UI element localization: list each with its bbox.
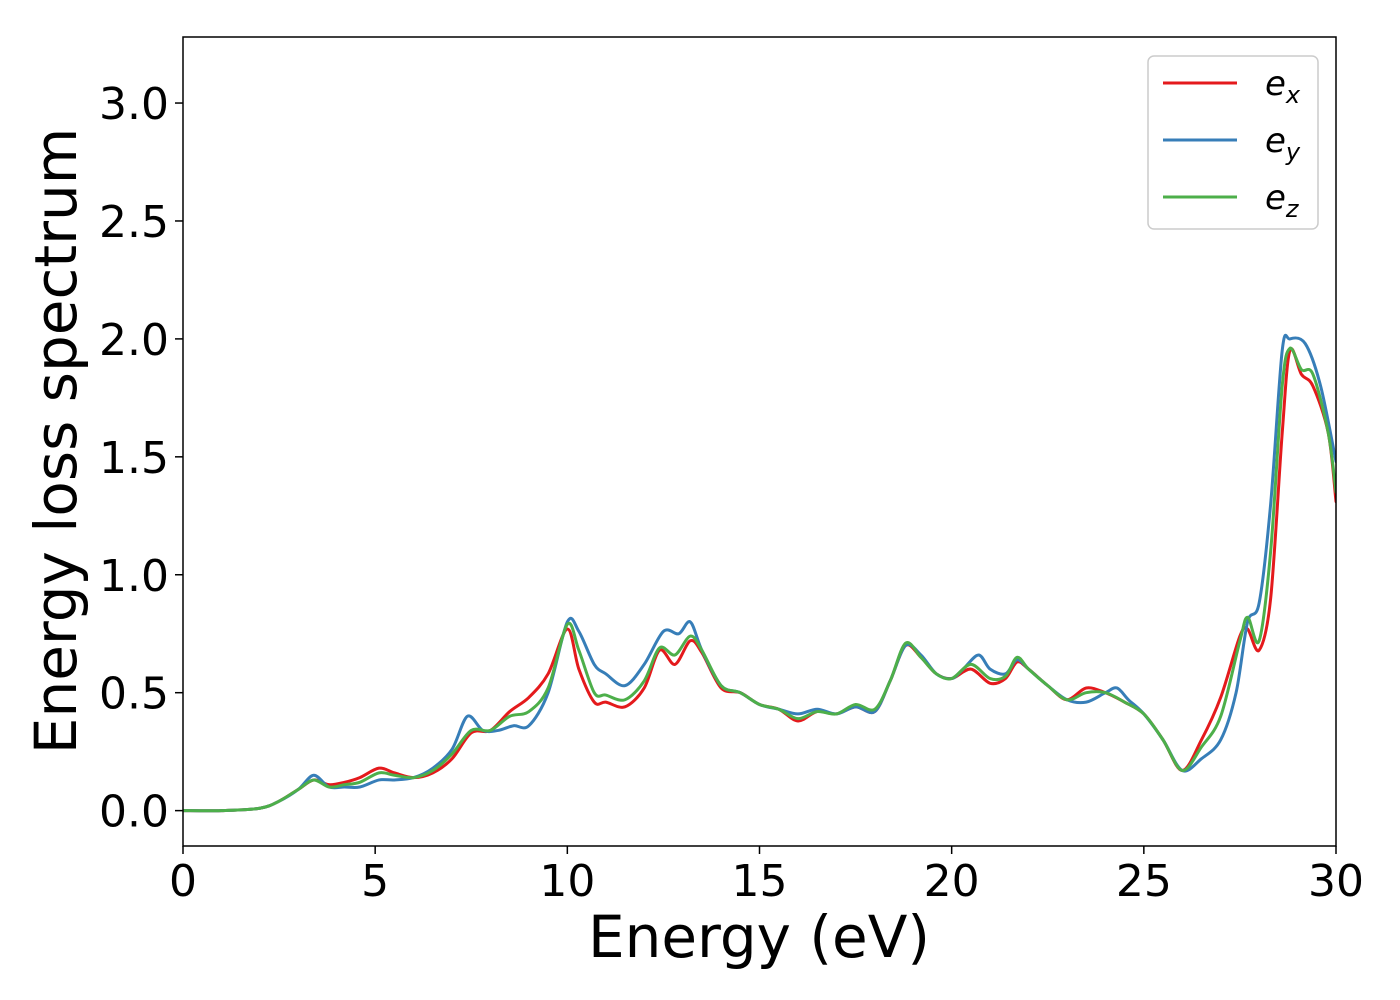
x-tick-label: 5 [361,856,389,907]
x-tick-label: 15 [732,856,788,907]
y-tick-label: 2.0 [99,315,169,366]
x-tick-label: 10 [539,856,595,907]
x-tick-label: 30 [1308,856,1364,907]
y-tick-label: 2.5 [99,197,169,248]
y-tick-label: 0.5 [99,669,169,720]
legend-label-x: ex [1265,64,1301,109]
legend-box [1147,55,1319,230]
y-tick-label: 1.0 [99,551,169,602]
y-tick-label: 3.0 [99,79,169,130]
legend-label-y: ey [1265,121,1301,166]
y-tick-label: 1.5 [99,433,169,484]
legend-label-z: ez [1265,178,1300,223]
y-axis-title: Energy loss spectrum [22,128,90,754]
series-layer [183,333,1336,813]
x-tick-label: 0 [169,856,197,907]
legend: ex ey ez [1147,55,1319,230]
x-axis-title: Energy (eV) [588,903,930,971]
x-tick-label: 25 [1116,856,1172,907]
x-axis: 0 5 10 15 20 25 30 [169,846,1364,907]
y-axis: 0.0 0.5 1.0 1.5 2.0 2.5 3.0 [99,79,183,838]
y-tick-label: 0.0 [99,787,169,838]
series-line-e-z [183,346,1336,813]
x-tick-label: 20 [924,856,980,907]
